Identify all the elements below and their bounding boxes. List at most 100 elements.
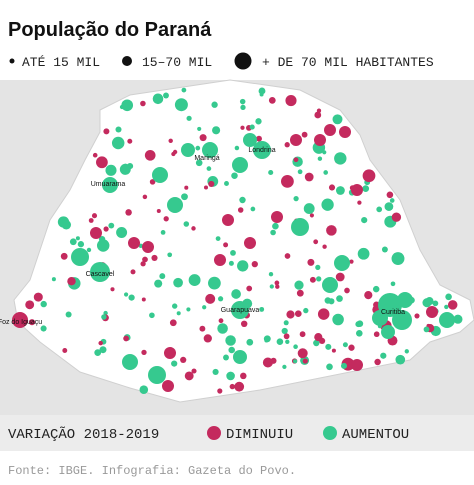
dot — [215, 236, 221, 242]
dot — [328, 184, 336, 191]
source: Fonte: IBGE. Infografia: Gazeta do Povo. — [8, 464, 296, 478]
dot — [239, 196, 246, 204]
dot — [61, 220, 72, 230]
dot — [122, 354, 138, 370]
dot — [426, 306, 438, 318]
dot — [299, 331, 306, 338]
dot — [202, 305, 207, 310]
dot — [67, 276, 76, 286]
dot — [140, 100, 146, 107]
dot — [180, 356, 187, 364]
dot — [258, 87, 266, 95]
dot — [314, 333, 323, 342]
dot — [181, 193, 188, 201]
dot — [103, 226, 109, 232]
dot — [384, 202, 394, 211]
dot — [351, 359, 363, 371]
dot — [313, 239, 319, 245]
dot — [162, 380, 174, 392]
size-legend-dot — [9, 58, 15, 64]
dot — [391, 212, 402, 222]
dot — [231, 301, 249, 319]
dot — [208, 180, 215, 187]
dot — [275, 284, 280, 289]
dot — [25, 300, 35, 310]
dot — [191, 226, 196, 231]
dot — [212, 368, 219, 375]
dot — [385, 217, 393, 225]
dot — [123, 292, 129, 297]
dot — [293, 195, 299, 202]
dot — [105, 164, 117, 176]
dot — [332, 114, 343, 125]
dot — [404, 349, 409, 354]
dot — [197, 126, 202, 131]
dot — [40, 300, 47, 308]
dot — [102, 177, 118, 193]
dot — [293, 344, 298, 349]
dot — [381, 246, 388, 253]
dot — [317, 156, 323, 161]
dot — [296, 289, 304, 297]
city-label: Cascavel — [86, 271, 115, 278]
dot — [262, 357, 273, 368]
dot — [284, 142, 290, 148]
dot — [92, 152, 98, 158]
dot — [309, 276, 316, 283]
dot — [326, 363, 333, 371]
dot — [103, 128, 110, 135]
dot — [351, 184, 363, 196]
dot — [51, 277, 56, 282]
dot — [285, 95, 297, 107]
dot — [28, 319, 36, 326]
dot — [141, 349, 147, 356]
dot — [233, 350, 247, 364]
dot — [249, 124, 255, 130]
dot — [281, 327, 288, 335]
dot — [297, 348, 308, 359]
color-legend-label: DIMINUIU — [226, 427, 293, 443]
dot — [364, 291, 373, 300]
dot — [149, 312, 155, 319]
city-label: Maringá — [194, 155, 219, 162]
color-legend-dot — [207, 426, 221, 440]
city-label: Foz do Iguaçu — [0, 319, 42, 326]
dot — [313, 339, 320, 347]
dot — [234, 381, 245, 392]
dot — [174, 98, 188, 112]
dot — [244, 237, 256, 249]
dot — [240, 372, 247, 380]
dot — [317, 308, 330, 320]
color-legend-label: AUMENTOU — [342, 427, 409, 443]
dot — [392, 310, 412, 330]
dot — [169, 319, 177, 327]
dot — [237, 260, 249, 272]
dot — [142, 256, 148, 263]
dot — [332, 313, 344, 326]
dot — [65, 311, 72, 318]
dot — [232, 157, 248, 173]
dot — [390, 281, 396, 287]
dot — [203, 185, 209, 190]
dot — [186, 115, 192, 121]
dot — [259, 306, 265, 312]
dot — [108, 222, 115, 229]
dot — [168, 138, 173, 144]
dot — [125, 209, 132, 216]
dot — [167, 252, 173, 258]
dot — [159, 273, 166, 280]
dot — [152, 93, 164, 105]
dot — [173, 277, 183, 288]
dot — [40, 325, 47, 332]
dot — [222, 214, 234, 226]
dot — [303, 307, 309, 314]
dot — [33, 292, 43, 302]
dot — [211, 101, 218, 108]
dot — [340, 362, 348, 369]
dot — [116, 227, 128, 238]
size-legend-label: 15–70 MIL — [142, 55, 212, 70]
dot — [250, 206, 256, 212]
dot — [386, 191, 394, 199]
dot — [294, 280, 304, 290]
dot — [75, 236, 80, 241]
